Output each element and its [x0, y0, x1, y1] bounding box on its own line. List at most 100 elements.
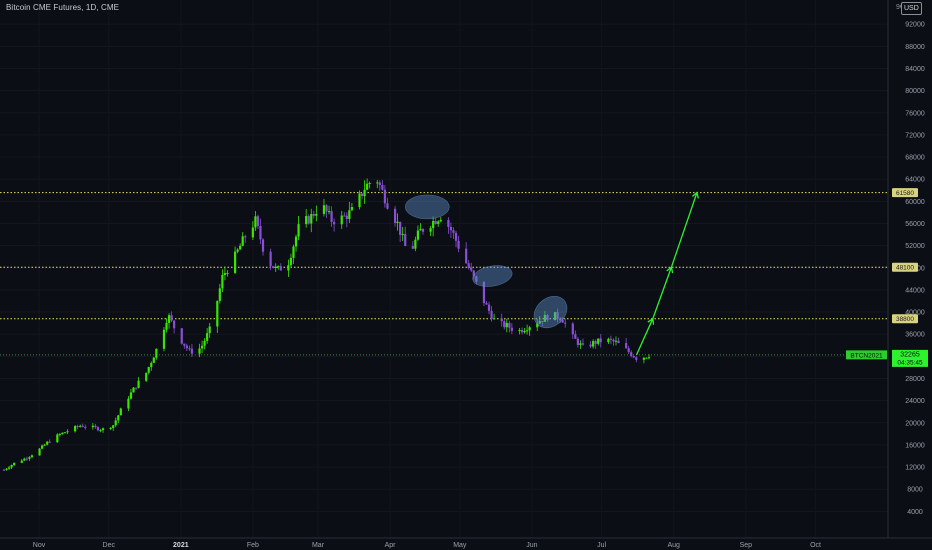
candle-body [439, 219, 442, 222]
candle-body [505, 322, 508, 328]
candle-body [322, 205, 326, 214]
candle-body [487, 304, 491, 311]
candle-body [520, 329, 524, 333]
candle-body [261, 239, 265, 252]
price-tick-label: 28000 [905, 376, 925, 383]
currency-selector[interactable]: USD [901, 2, 922, 15]
candle-body [63, 432, 67, 434]
candle-body [188, 348, 191, 350]
candle-body [393, 208, 397, 223]
candle-body [594, 341, 597, 344]
candle-body [305, 216, 308, 225]
time-tick-label: Dec [103, 542, 116, 549]
price-tick-label: 80000 [905, 88, 925, 95]
candle-body [203, 340, 206, 346]
candle-body [20, 460, 23, 463]
candle-body [292, 246, 295, 258]
candle-body [94, 425, 97, 428]
candle-body [645, 357, 648, 359]
candle-body [198, 348, 201, 354]
candle-body [183, 343, 186, 346]
candle-body [368, 182, 371, 184]
candle-body [40, 445, 44, 449]
candle-body [61, 432, 64, 435]
candle-body [449, 226, 453, 231]
candle-body [625, 343, 628, 349]
candle-body [345, 215, 348, 219]
candle-body [632, 356, 635, 358]
candle-body [340, 215, 343, 225]
candle-body [13, 462, 16, 466]
chart-title: Bitcoin CME Futures, 1D, CME [6, 3, 120, 12]
candle-body [592, 341, 595, 347]
candle-body [416, 230, 420, 240]
candle-body [7, 467, 11, 469]
candle-body [81, 425, 84, 427]
time-tick-label: Mar [312, 542, 325, 549]
candle-body [134, 387, 138, 389]
candle-body [470, 267, 473, 271]
candle-body [635, 357, 638, 360]
candle-body [218, 288, 221, 301]
candle-body [66, 431, 69, 433]
highlight-ellipse [404, 194, 450, 220]
current-price-label: 32265 [900, 351, 920, 358]
candle-body [28, 457, 31, 459]
candle-body [241, 236, 244, 246]
candle-body [99, 430, 102, 432]
candle-body [91, 425, 94, 428]
price-tick-label: 88000 [905, 44, 925, 51]
candle-body [312, 213, 315, 216]
level-tag-label: 48100 [896, 265, 914, 272]
candle-body [518, 329, 521, 331]
candle-body [475, 276, 478, 282]
candle-body [84, 426, 87, 428]
candle-body [546, 314, 549, 321]
candle-body [510, 327, 513, 331]
candle-body [523, 330, 526, 333]
candle-body [287, 265, 290, 271]
candle-body [350, 207, 353, 211]
candle-body [348, 210, 351, 219]
level-tag-label: 38800 [896, 316, 914, 323]
candle-body [269, 251, 272, 267]
candle-body [96, 427, 100, 431]
countdown-label: 04:35:45 [897, 359, 923, 366]
candle-body [383, 189, 387, 204]
candle-body [25, 458, 28, 460]
candle-body [490, 310, 493, 320]
candle-body [132, 387, 135, 393]
candle-body [574, 334, 577, 339]
time-tick-label: Aug [667, 542, 680, 549]
candle-body [457, 240, 460, 249]
candle-body [23, 458, 26, 461]
candles [2, 178, 651, 471]
candle-body [43, 444, 46, 446]
level-tag [892, 262, 918, 272]
candle-body [56, 434, 59, 443]
candle-body [294, 236, 298, 247]
candle-body [10, 465, 13, 468]
candle-body [526, 330, 529, 332]
candle-body [162, 329, 166, 349]
candle-body [167, 315, 171, 323]
candle-body [74, 426, 77, 432]
time-tick-label: Jun [526, 542, 537, 549]
candle-body [277, 266, 280, 268]
candle-body [465, 248, 468, 264]
candle-body [538, 321, 541, 324]
candle-body [330, 211, 333, 222]
candle-body [233, 251, 237, 273]
price-tick-label: 4000 [907, 509, 923, 516]
price-tick-label: 16000 [905, 442, 925, 449]
candle-body [472, 270, 475, 277]
candle-body [492, 318, 496, 320]
candle-body [467, 263, 470, 268]
candle-body [206, 333, 209, 341]
time-tick-label: Apr [385, 542, 397, 549]
candle-body [581, 343, 585, 345]
price-tick-label: 84000 [905, 66, 925, 73]
